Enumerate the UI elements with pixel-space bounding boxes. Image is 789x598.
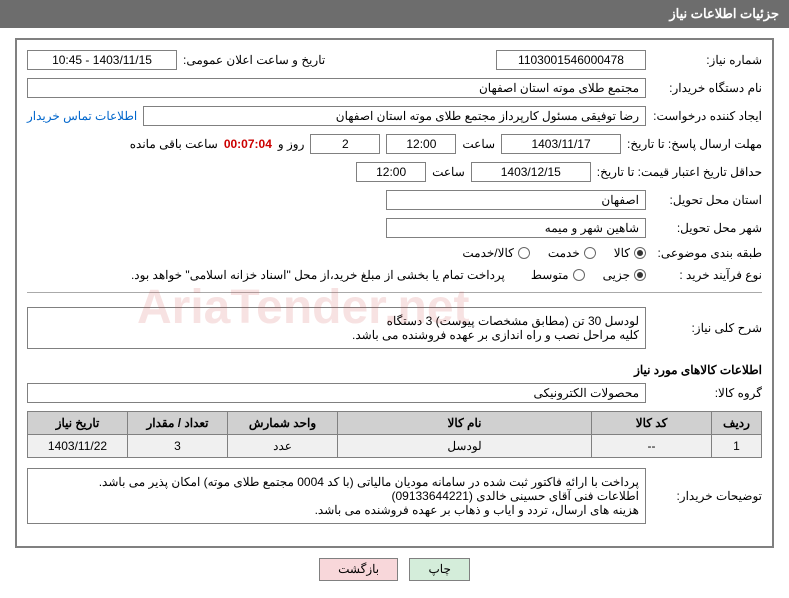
row-deadline: مهلت ارسال پاسخ: تا تاریخ: 1403/11/17 سا…	[27, 134, 762, 154]
announce-field: 1403/11/15 - 10:45	[27, 50, 177, 70]
th-row: ردیف	[712, 412, 762, 435]
th-date: تاریخ نیاز	[28, 412, 128, 435]
main-form: AriaTender.net شماره نیاز: 1103001546000…	[15, 38, 774, 548]
validity-label: حداقل تاریخ اعتبار قیمت: تا تاریخ:	[597, 165, 762, 179]
items-section-title: اطلاعات کالاهای مورد نیاز	[27, 363, 762, 377]
page-header: جزئیات اطلاعات نیاز	[0, 0, 789, 28]
radio-service-label: خدمت	[548, 246, 580, 260]
desc-box: لودسل 30 تن (مطابق مشخصات پیوست) 3 دستگا…	[27, 307, 646, 349]
row-buyer-notes: توضیحات خریدار: پرداخت با ارائه فاکتور ث…	[27, 464, 762, 528]
days-field: 2	[310, 134, 380, 154]
deadline-time-field: 12:00	[386, 134, 456, 154]
time-label-1: ساعت	[462, 137, 495, 151]
buyer-notes-label: توضیحات خریدار:	[652, 489, 762, 503]
announce-label: تاریخ و ساعت اعلان عمومی:	[183, 53, 325, 67]
radio-medium[interactable]: متوسط	[531, 268, 585, 282]
validity-date-field: 1403/12/15	[471, 162, 591, 182]
contact-buyer-link[interactable]: اطلاعات تماس خریدار	[27, 109, 137, 123]
row-city: شهر محل تحویل: شاهین شهر و میمه	[27, 218, 762, 238]
radio-both-label: کالا/خدمت	[462, 246, 513, 260]
group-label: گروه کالا:	[652, 386, 762, 400]
cell-row: 1	[712, 435, 762, 458]
validity-time-field: 12:00	[356, 162, 426, 182]
radio-medium-icon	[573, 269, 585, 281]
radio-service-icon	[584, 247, 596, 259]
desc-label: شرح کلی نیاز:	[652, 321, 762, 335]
deadline-label: مهلت ارسال پاسخ: تا تاریخ:	[627, 137, 762, 151]
group-field: محصولات الکترونیکی	[27, 383, 646, 403]
desc-line2: کلیه مراحل نصب و راه اندازی بر عهده فروش…	[34, 328, 639, 342]
desc-line1: لودسل 30 تن (مطابق مشخصات پیوست) 3 دستگا…	[34, 314, 639, 328]
radio-partial-icon	[634, 269, 646, 281]
request-no-field: 1103001546000478	[496, 50, 646, 70]
row-request-no: شماره نیاز: 1103001546000478 تاریخ و ساع…	[27, 50, 762, 70]
back-button[interactable]: بازگشت	[319, 558, 398, 581]
table-row: 1 -- لودسل عدد 3 1403/11/22	[28, 435, 762, 458]
print-button[interactable]: چاپ	[409, 558, 469, 581]
radio-goods-label: کالا	[614, 246, 630, 260]
row-group: گروه کالا: محصولات الکترونیکی	[27, 383, 762, 403]
cell-qty: 3	[128, 435, 228, 458]
province-field: اصفهان	[386, 190, 646, 210]
time-label-2: ساعت	[432, 165, 465, 179]
radio-service[interactable]: خدمت	[548, 246, 596, 260]
cell-name: لودسل	[338, 435, 592, 458]
row-creator: ایجاد کننده درخواست: رضا توفیقی مسئول کا…	[27, 106, 762, 126]
row-province: استان محل تحویل: اصفهان	[27, 190, 762, 210]
remaining-label: ساعت باقی مانده	[130, 137, 218, 151]
process-label: نوع فرآیند خرید :	[652, 268, 762, 282]
countdown-timer: 00:07:04	[224, 137, 272, 151]
days-suffix: روز و	[278, 137, 305, 151]
items-table: ردیف کد کالا نام کالا واحد شمارش تعداد /…	[27, 411, 762, 458]
radio-goods-icon	[634, 247, 646, 259]
process-radio-group: جزیی متوسط	[531, 268, 646, 282]
buyer-org-field: مجتمع طلای موته استان اصفهان	[27, 78, 646, 98]
header-title: جزئیات اطلاعات نیاز	[669, 6, 779, 21]
row-description: شرح کلی نیاز: لودسل 30 تن (مطابق مشخصات …	[27, 303, 762, 353]
row-validity: حداقل تاریخ اعتبار قیمت: تا تاریخ: 1403/…	[27, 162, 762, 182]
th-code: کد کالا	[592, 412, 712, 435]
city-label: شهر محل تحویل:	[652, 221, 762, 235]
buyer-notes-line1: پرداخت با ارائه فاکتور ثبت شده در سامانه…	[34, 475, 639, 489]
radio-both-icon	[518, 247, 530, 259]
radio-partial-label: جزیی	[603, 268, 630, 282]
creator-field: رضا توفیقی مسئول کارپرداز مجتمع طلای موت…	[143, 106, 646, 126]
request-no-label: شماره نیاز:	[652, 53, 762, 67]
buyer-notes-line3: هزینه های ارسال، تردد و ایاب و ذهاب بر ع…	[34, 503, 639, 517]
th-name: نام کالا	[338, 412, 592, 435]
radio-partial[interactable]: جزیی	[603, 268, 646, 282]
radio-medium-label: متوسط	[531, 268, 569, 282]
row-category: طبقه بندی موضوعی: کالا خدمت کالا/خدمت	[27, 246, 762, 260]
button-row: چاپ بازگشت	[0, 558, 789, 581]
table-header-row: ردیف کد کالا نام کالا واحد شمارش تعداد /…	[28, 412, 762, 435]
province-label: استان محل تحویل:	[652, 193, 762, 207]
row-process: نوع فرآیند خرید : جزیی متوسط پرداخت تمام…	[27, 268, 762, 282]
category-radio-group: کالا خدمت کالا/خدمت	[462, 246, 646, 260]
buyer-org-label: نام دستگاه خریدار:	[652, 81, 762, 95]
category-label: طبقه بندی موضوعی:	[652, 246, 762, 260]
radio-both[interactable]: کالا/خدمت	[462, 246, 529, 260]
th-qty: تعداد / مقدار	[128, 412, 228, 435]
process-note: پرداخت تمام یا بخشی از مبلغ خرید،از محل …	[131, 268, 505, 282]
row-buyer-org: نام دستگاه خریدار: مجتمع طلای موته استان…	[27, 78, 762, 98]
creator-label: ایجاد کننده درخواست:	[652, 109, 762, 123]
cell-unit: عدد	[228, 435, 338, 458]
buyer-notes-box: پرداخت با ارائه فاکتور ثبت شده در سامانه…	[27, 468, 646, 524]
buyer-notes-line2: اطلاعات فنی آقای حسینی خالدی (0913364422…	[34, 489, 639, 503]
radio-goods[interactable]: کالا	[614, 246, 646, 260]
city-field: شاهین شهر و میمه	[386, 218, 646, 238]
th-unit: واحد شمارش	[228, 412, 338, 435]
divider-1	[27, 292, 762, 293]
cell-code: --	[592, 435, 712, 458]
cell-date: 1403/11/22	[28, 435, 128, 458]
deadline-date-field: 1403/11/17	[501, 134, 621, 154]
